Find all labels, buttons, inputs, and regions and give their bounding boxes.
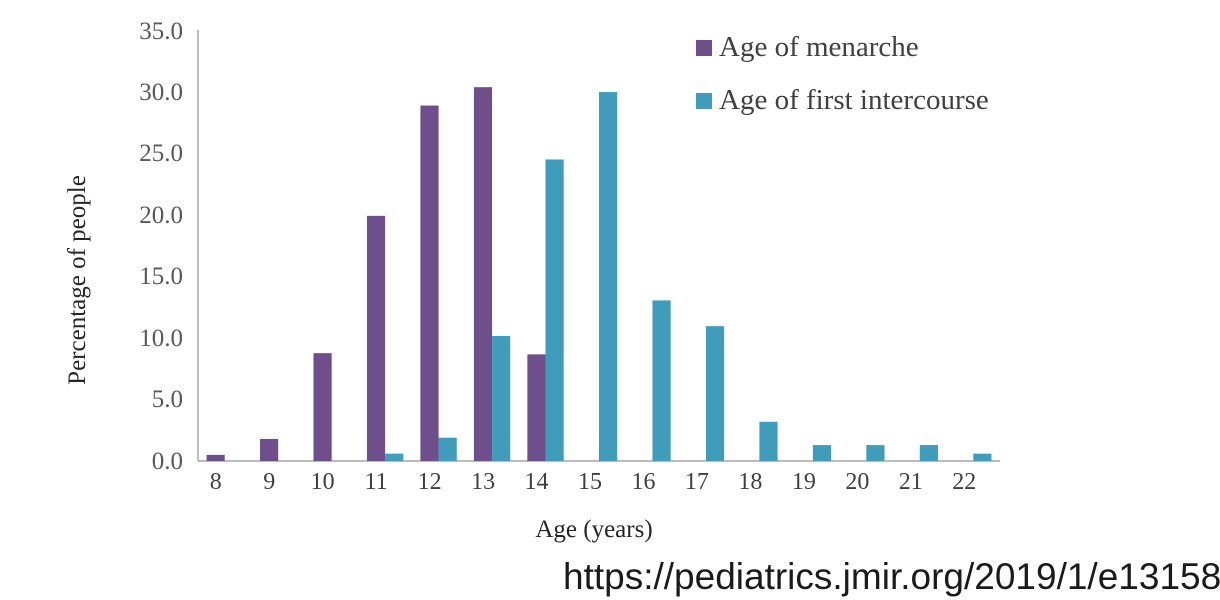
svg-text:10: 10: [311, 469, 335, 495]
svg-text:5.0: 5.0: [152, 386, 183, 413]
svg-text:9: 9: [263, 469, 275, 495]
svg-text:10.0: 10.0: [139, 325, 183, 352]
svg-text:Percentage of people: Percentage of people: [64, 175, 91, 385]
svg-text:Age of menarche: Age of menarche: [719, 31, 919, 63]
svg-text:19: 19: [792, 469, 816, 495]
svg-text:12: 12: [418, 469, 442, 495]
svg-text:16: 16: [631, 469, 655, 495]
svg-text:Age (years): Age (years): [535, 516, 652, 543]
svg-text:13: 13: [471, 469, 495, 495]
svg-text:0.0: 0.0: [152, 448, 183, 475]
svg-text:20: 20: [845, 469, 869, 495]
svg-text:18: 18: [738, 469, 762, 495]
svg-text:21: 21: [899, 469, 923, 495]
svg-text:17: 17: [685, 469, 709, 495]
svg-text:14: 14: [525, 469, 549, 495]
svg-text:35.0: 35.0: [139, 18, 183, 45]
svg-text:20.0: 20.0: [139, 202, 183, 229]
svg-text:25.0: 25.0: [139, 140, 183, 167]
svg-text:11: 11: [365, 469, 388, 495]
svg-text:30.0: 30.0: [139, 79, 183, 106]
svg-text:8: 8: [210, 469, 222, 495]
svg-text:22: 22: [952, 469, 976, 495]
svg-text:15.0: 15.0: [139, 263, 183, 290]
svg-text:15: 15: [578, 469, 602, 495]
svg-text:Age of first intercourse: Age of first intercourse: [719, 84, 989, 116]
